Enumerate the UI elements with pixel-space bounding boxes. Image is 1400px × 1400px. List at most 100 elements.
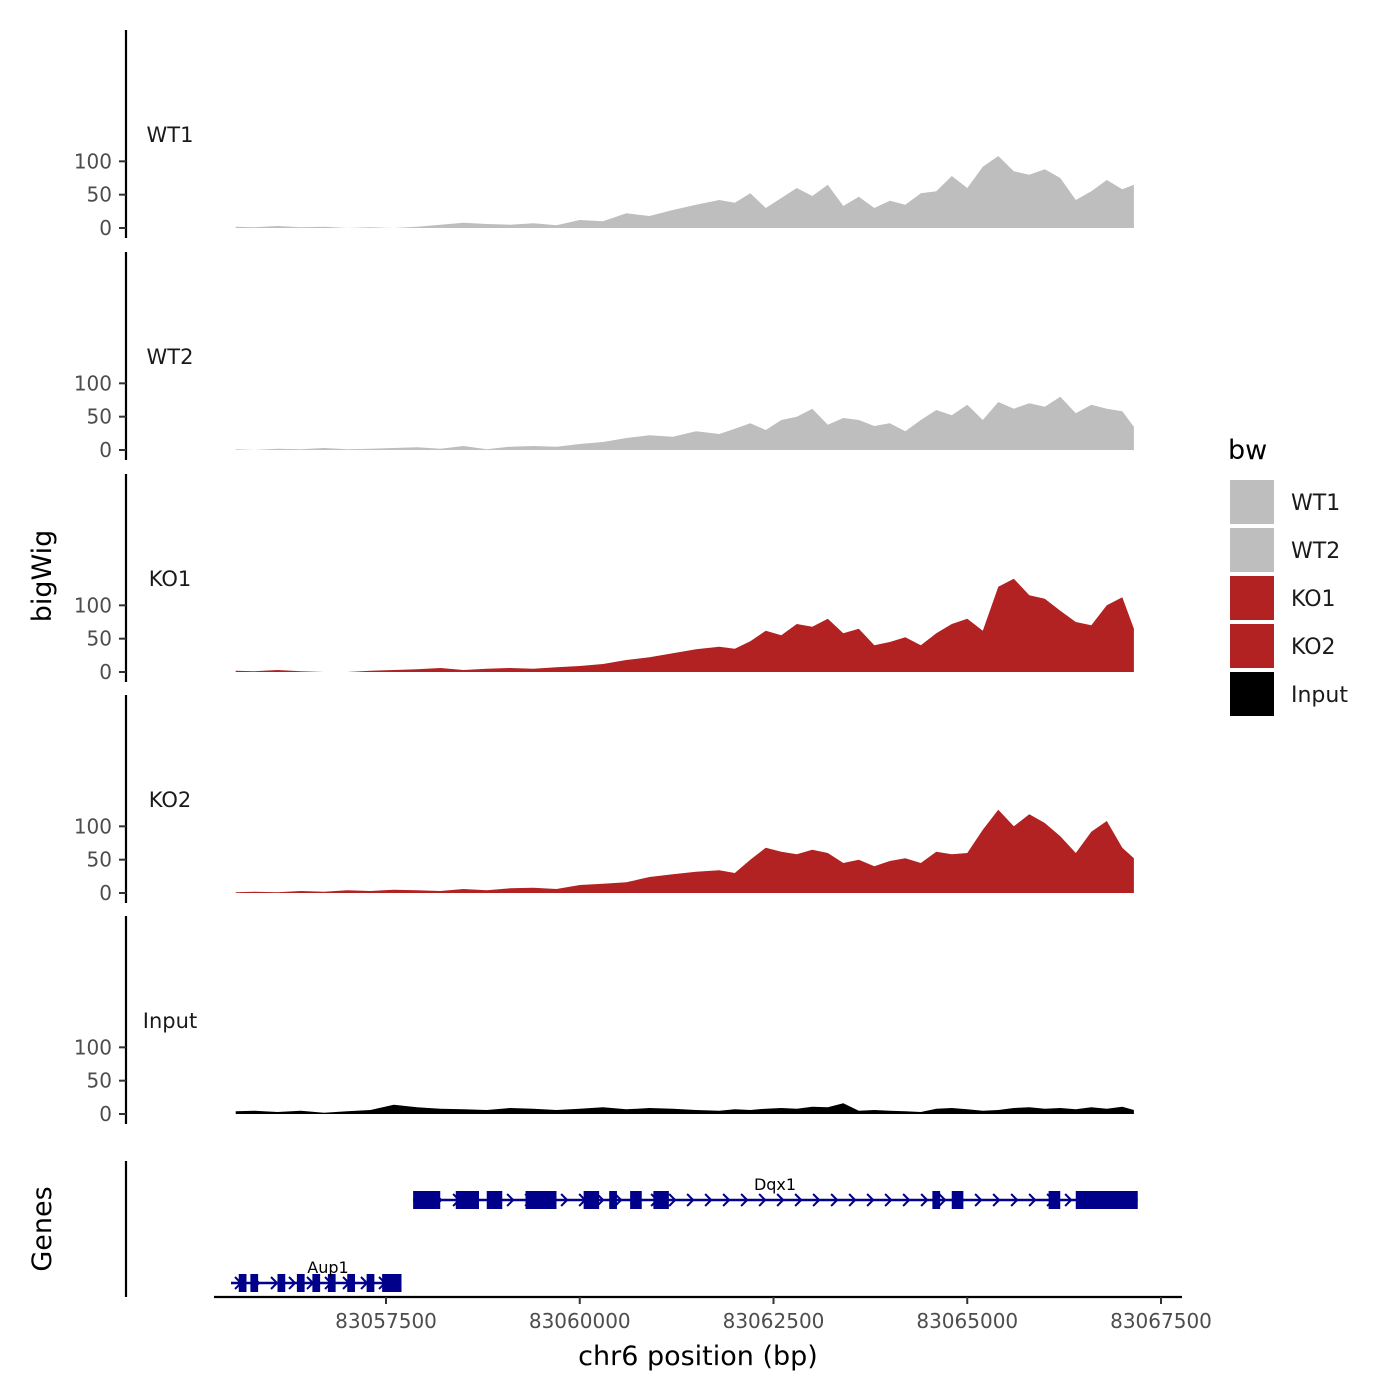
x-axis: 83057500 83060000 83062500 83065000 83067500	[214, 1295, 1212, 1333]
track-label: KO2	[149, 788, 192, 812]
x-tick-label: 83060000	[529, 1309, 631, 1333]
gene-exon	[1075, 1191, 1138, 1209]
legend-label: KO2	[1291, 635, 1336, 660]
legend-label: WT2	[1291, 539, 1340, 564]
track-label: WT2	[147, 345, 194, 369]
strand-arrow	[938, 1193, 947, 1207]
y-tick-label: 100	[74, 371, 112, 395]
legend-key-wt1	[1230, 480, 1274, 524]
gene-exon	[932, 1191, 941, 1209]
track-label: WT1	[147, 123, 194, 147]
gene-label: Dqx1	[754, 1175, 796, 1194]
gene-exon	[609, 1191, 617, 1209]
strand-arrow	[704, 1193, 713, 1207]
legend-key-wt2	[1230, 528, 1274, 572]
legend-label: KO1	[1291, 587, 1336, 612]
bigwig-tracks: 0 50 100 WT1 0 50 100 WT2 0 50 100 KO1 0 50 100 KO2 0 50 1…	[74, 30, 1134, 1126]
gene-exon	[413, 1191, 441, 1209]
y-tick-label: 50	[87, 1069, 112, 1093]
gene-exon	[583, 1191, 600, 1209]
track-ko2: 0 50 100 KO2	[74, 695, 1134, 905]
x-tick-label: 83057500	[335, 1309, 437, 1333]
signal-area-ko1	[235, 578, 1134, 672]
gene-exon	[1048, 1191, 1061, 1209]
gene-exon	[525, 1191, 557, 1209]
y-tick-label: 100	[74, 593, 112, 617]
y-tick-label: 50	[87, 627, 112, 651]
signal-area-input	[235, 1103, 1134, 1114]
gene-exon	[951, 1191, 964, 1209]
strand-arrow	[992, 1193, 1001, 1207]
signal-area-ko2	[235, 809, 1134, 893]
gene-exon	[238, 1274, 247, 1292]
gene-exon	[630, 1191, 642, 1209]
strand-arrow	[812, 1193, 821, 1207]
gene-exon	[382, 1274, 402, 1292]
y-tick-label: 0	[99, 438, 112, 462]
strand-arrow	[560, 1193, 569, 1207]
strand-arrow	[830, 1193, 839, 1207]
strand-arrow	[902, 1193, 911, 1207]
track-input: 0 50 100 Input	[74, 916, 1134, 1126]
y-tick-label: 100	[74, 1035, 112, 1059]
gene-exon	[486, 1191, 503, 1209]
y-tick-label: 100	[74, 149, 112, 173]
gene-exon	[277, 1274, 286, 1292]
gene-label: Aup1	[307, 1258, 348, 1277]
strand-arrow	[1064, 1193, 1073, 1207]
strand-arrow	[1010, 1193, 1019, 1207]
strand-arrow	[614, 1193, 623, 1207]
strand-arrow	[506, 1193, 515, 1207]
y-tick-label: 100	[74, 814, 112, 838]
gene-exon	[327, 1274, 336, 1292]
gene-aup1: Aup1	[231, 1258, 402, 1292]
y-tick-label: 0	[99, 660, 112, 684]
y-tick-label: 50	[87, 405, 112, 429]
strand-arrow	[1028, 1193, 1037, 1207]
x-tick-label: 83062500	[723, 1309, 825, 1333]
legend-key-ko2	[1230, 624, 1274, 668]
signal-area-wt1	[235, 156, 1134, 228]
strand-arrow	[686, 1193, 695, 1207]
gene-exon	[347, 1274, 355, 1292]
strand-arrow	[920, 1193, 929, 1207]
strand-arrow	[794, 1193, 803, 1207]
y-tick-label: 50	[87, 848, 112, 872]
gene-exon	[653, 1191, 669, 1209]
x-axis-title: chr6 position (bp)	[578, 1341, 818, 1372]
signal-area-wt2	[235, 396, 1134, 450]
legend-key-ko1	[1230, 576, 1274, 620]
legend-title: bw	[1228, 435, 1267, 466]
track-label: KO1	[149, 567, 192, 591]
x-tick-label: 83067500	[1110, 1309, 1212, 1333]
y-axis-title: bigWig	[27, 530, 58, 623]
strand-arrow	[866, 1193, 875, 1207]
track-ko1: 0 50 100 KO1	[74, 474, 1134, 684]
gene-exon	[366, 1274, 375, 1292]
strand-arrow	[974, 1193, 983, 1207]
strand-arrow	[758, 1193, 767, 1207]
y-tick-label: 0	[99, 1102, 112, 1126]
strand-arrow	[288, 1276, 297, 1290]
gene-exon	[455, 1191, 479, 1209]
track-label: Input	[143, 1009, 197, 1033]
gene-track: Dqx1 Aup1	[124, 1161, 1138, 1297]
gene-exon	[250, 1274, 259, 1292]
strand-arrow	[668, 1193, 677, 1207]
strand-arrow	[740, 1193, 749, 1207]
track-wt1: 0 50 100 WT1	[74, 30, 1134, 240]
gene-exon	[296, 1274, 305, 1292]
y-tick-label: 0	[99, 881, 112, 905]
genes-panel-label: Genes	[27, 1186, 58, 1271]
legend-label: WT1	[1291, 491, 1340, 516]
y-tick-label: 0	[99, 216, 112, 240]
legend: bw WT1 WT2 KO1 KO2 Input	[1228, 435, 1348, 716]
y-tick-label: 50	[87, 183, 112, 207]
gene-exon	[312, 1274, 321, 1292]
gene-dqx1: Dqx1	[413, 1175, 1138, 1209]
track-wt2: 0 50 100 WT2	[74, 252, 1134, 462]
strand-arrow	[722, 1193, 731, 1207]
strand-arrow	[776, 1193, 785, 1207]
legend-key-input	[1230, 672, 1274, 716]
